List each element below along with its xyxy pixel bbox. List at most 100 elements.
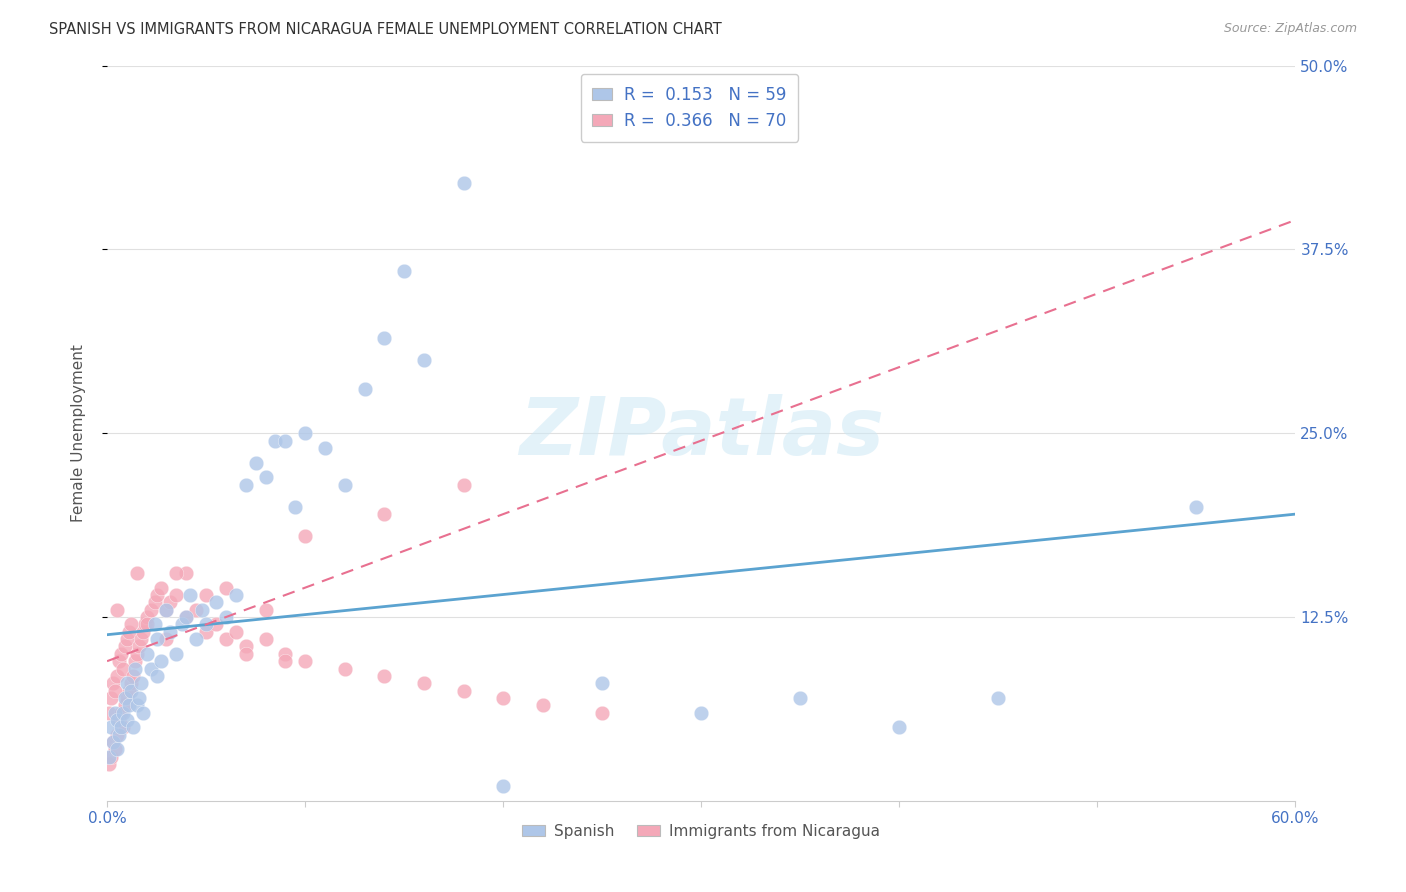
Point	[176, 610, 198, 624]
Point	[100, 749, 122, 764]
Point	[115, 690, 138, 705]
Point	[294, 529, 316, 543]
Point	[492, 779, 515, 793]
Point	[225, 624, 247, 639]
Point	[108, 654, 131, 668]
Point	[413, 676, 436, 690]
Point	[120, 683, 142, 698]
Point	[690, 706, 713, 720]
Point	[128, 690, 150, 705]
Point	[453, 176, 475, 190]
Point	[128, 640, 150, 654]
Point	[215, 581, 238, 595]
Point	[165, 566, 187, 580]
Point	[132, 624, 155, 639]
Point	[104, 683, 127, 698]
Point	[118, 698, 141, 713]
Point	[110, 647, 132, 661]
Point	[135, 610, 157, 624]
Point	[100, 690, 122, 705]
Point	[1185, 500, 1208, 514]
Point	[101, 735, 124, 749]
Point	[215, 632, 238, 647]
Point	[176, 566, 198, 580]
Point	[274, 647, 297, 661]
Point	[149, 581, 172, 595]
Text: ZIPatlas: ZIPatlas	[519, 394, 884, 472]
Point	[105, 669, 128, 683]
Point	[129, 632, 152, 647]
Point	[215, 610, 238, 624]
Point	[105, 713, 128, 727]
Point	[179, 588, 201, 602]
Point	[235, 647, 257, 661]
Point	[254, 470, 277, 484]
Point	[105, 742, 128, 756]
Point	[139, 603, 162, 617]
Point	[235, 477, 257, 491]
Point	[149, 654, 172, 668]
Point	[115, 676, 138, 690]
Point	[145, 632, 167, 647]
Point	[101, 735, 124, 749]
Point	[143, 595, 166, 609]
Point	[225, 588, 247, 602]
Point	[284, 500, 307, 514]
Point	[186, 603, 208, 617]
Point	[274, 654, 297, 668]
Point	[145, 669, 167, 683]
Point	[172, 617, 194, 632]
Point	[129, 676, 152, 690]
Point	[115, 632, 138, 647]
Point	[294, 654, 316, 668]
Point	[373, 669, 395, 683]
Point	[114, 690, 136, 705]
Point	[314, 441, 336, 455]
Point	[111, 661, 134, 675]
Point	[155, 603, 177, 617]
Point	[176, 610, 198, 624]
Point	[135, 647, 157, 661]
Point	[186, 632, 208, 647]
Point	[98, 706, 121, 720]
Point	[125, 566, 148, 580]
Point	[125, 647, 148, 661]
Point	[104, 706, 127, 720]
Point	[492, 690, 515, 705]
Point	[165, 647, 187, 661]
Point	[195, 617, 218, 632]
Point	[155, 603, 177, 617]
Point	[205, 617, 228, 632]
Point	[789, 690, 811, 705]
Point	[139, 661, 162, 675]
Point	[889, 720, 911, 734]
Point	[353, 382, 375, 396]
Point	[100, 720, 122, 734]
Point	[98, 757, 121, 772]
Point	[165, 588, 187, 602]
Text: Source: ZipAtlas.com: Source: ZipAtlas.com	[1223, 22, 1357, 36]
Point	[104, 742, 127, 756]
Point	[333, 477, 356, 491]
Point	[108, 728, 131, 742]
Point	[294, 426, 316, 441]
Point	[108, 713, 131, 727]
Point	[373, 507, 395, 521]
Point	[531, 698, 554, 713]
Point	[121, 720, 143, 734]
Point	[453, 683, 475, 698]
Point	[105, 728, 128, 742]
Point	[111, 720, 134, 734]
Point	[453, 477, 475, 491]
Point	[254, 603, 277, 617]
Point	[235, 640, 257, 654]
Point	[191, 603, 214, 617]
Point	[591, 706, 613, 720]
Legend: Spanish, Immigrants from Nicaragua: Spanish, Immigrants from Nicaragua	[516, 817, 887, 845]
Point	[115, 713, 138, 727]
Point	[120, 676, 142, 690]
Point	[591, 676, 613, 690]
Point	[254, 632, 277, 647]
Point	[118, 624, 141, 639]
Point	[118, 683, 141, 698]
